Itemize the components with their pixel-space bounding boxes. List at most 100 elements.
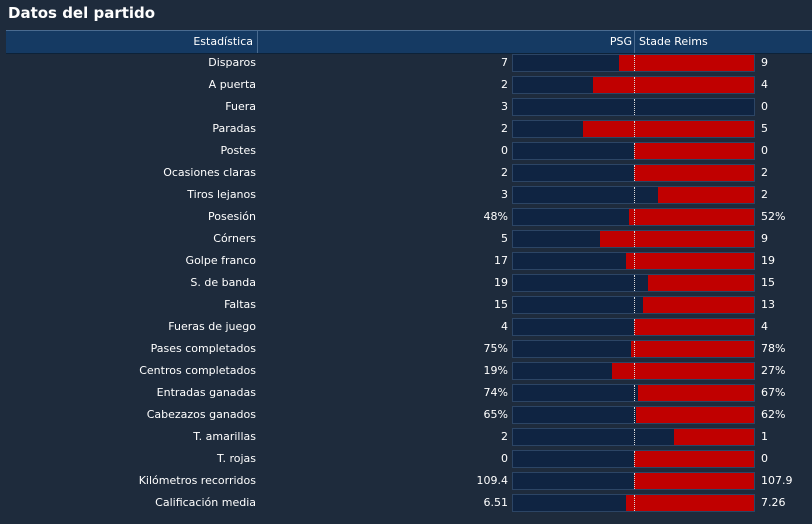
stat-row: Faltas 15 13: [0, 294, 812, 316]
bar-center-line: [634, 165, 635, 181]
bar-center-line: [634, 143, 635, 159]
bar-center-line: [634, 297, 635, 313]
home-value: 48%: [483, 210, 508, 223]
bar-center-line: [634, 77, 635, 93]
stat-name: Cabezazos ganados: [146, 408, 256, 421]
away-bar-fill: [599, 231, 754, 247]
comparison-bar: [512, 428, 755, 446]
away-bar-fill: [674, 429, 754, 445]
away-value: 0: [761, 452, 768, 465]
home-value: 2: [501, 122, 508, 135]
stat-name: Postes: [220, 144, 256, 157]
away-bar-fill: [633, 143, 754, 159]
bar-center-line: [634, 209, 635, 225]
column-header-statistic[interactable]: Estadística: [6, 31, 258, 53]
column-header-away-team[interactable]: Stade Reims: [639, 35, 708, 48]
bar-center-line: [634, 55, 635, 71]
stat-name: Entradas ganadas: [156, 386, 256, 399]
away-value: 78%: [761, 342, 786, 355]
stat-name: Pases completados: [150, 342, 256, 355]
bar-center-line: [634, 407, 635, 423]
stat-row: T. rojas 0 0: [0, 448, 812, 470]
away-value: 1: [761, 430, 768, 443]
away-value: 9: [761, 232, 768, 245]
away-bar-fill: [638, 385, 754, 401]
comparison-bar: [512, 98, 755, 116]
stat-row: Fuera 3 0: [0, 96, 812, 118]
stat-name: Tiros lejanos: [187, 188, 256, 201]
home-value: 75%: [483, 342, 508, 355]
away-bar-fill: [643, 297, 754, 313]
home-value: 19%: [483, 364, 508, 377]
comparison-bar: [512, 230, 755, 248]
away-value: 27%: [761, 364, 786, 377]
comparison-bar: [512, 54, 755, 72]
stat-name: Faltas: [224, 298, 256, 311]
stat-row: Entradas ganadas 74% 67%: [0, 382, 812, 404]
stat-name: Kilómetros recorridos: [138, 474, 256, 487]
away-bar-fill: [635, 407, 754, 423]
comparison-bar: [512, 340, 755, 358]
away-bar-fill: [633, 451, 754, 467]
home-value: 19: [494, 276, 508, 289]
home-value: 5: [501, 232, 508, 245]
stat-row: Ocasiones claras 2 2: [0, 162, 812, 184]
column-header-home-team[interactable]: PSG: [609, 35, 632, 48]
away-bar-fill: [619, 55, 754, 71]
stat-name: Posesión: [208, 210, 256, 223]
comparison-bar: [512, 120, 755, 138]
bar-center-line: [634, 495, 635, 511]
stat-name: Ocasiones claras: [163, 166, 256, 179]
stat-name: Calificación media: [155, 496, 256, 509]
comparison-bar: [512, 208, 755, 226]
home-value: 2: [501, 430, 508, 443]
bar-center-line: [634, 121, 635, 137]
comparison-bar: [512, 164, 755, 182]
home-value: 0: [501, 144, 508, 157]
home-value: 2: [501, 166, 508, 179]
away-bar-fill: [626, 253, 754, 269]
stat-row: Córners 5 9: [0, 228, 812, 250]
stat-name: S. de banda: [190, 276, 256, 289]
home-value: 0: [501, 452, 508, 465]
home-value: 109.4: [476, 474, 509, 487]
stat-name: Disparos: [208, 56, 256, 69]
stat-row: Posesión 48% 52%: [0, 206, 812, 228]
bar-center-line: [634, 385, 635, 401]
home-value: 15: [494, 298, 508, 311]
bar-center-line: [634, 275, 635, 291]
bar-center-line: [634, 231, 635, 247]
header-divider: [634, 31, 635, 53]
stat-name: Córners: [213, 232, 256, 245]
stat-row: A puerta 2 4: [0, 74, 812, 96]
away-bar-fill: [626, 495, 754, 511]
comparison-bar: [512, 76, 755, 94]
stat-row: Centros completados 19% 27%: [0, 360, 812, 382]
home-value: 4: [501, 320, 508, 333]
stat-name: T. amarillas: [193, 430, 256, 443]
home-value: 17: [494, 254, 508, 267]
away-value: 107.9: [761, 474, 793, 487]
away-value: 2: [761, 188, 768, 201]
home-value: 3: [501, 188, 508, 201]
stat-row: Kilómetros recorridos 109.4 107.9: [0, 470, 812, 492]
away-value: 67%: [761, 386, 786, 399]
away-value: 62%: [761, 408, 786, 421]
away-value: 52%: [761, 210, 786, 223]
stat-row: Postes 0 0: [0, 140, 812, 162]
away-value: 9: [761, 56, 768, 69]
bar-center-line: [634, 341, 635, 357]
home-value: 7: [501, 56, 508, 69]
away-value: 15: [761, 276, 775, 289]
comparison-bar: [512, 318, 755, 336]
away-bar-fill: [657, 187, 754, 203]
away-value: 4: [761, 320, 768, 333]
away-value: 4: [761, 78, 768, 91]
bar-center-line: [634, 473, 635, 489]
stat-name: Fuera: [225, 100, 256, 113]
stat-row: Tiros lejanos 3 2: [0, 184, 812, 206]
stat-row: Paradas 2 5: [0, 118, 812, 140]
comparison-bar: [512, 274, 755, 292]
stat-name: A puerta: [208, 78, 256, 91]
bar-center-line: [634, 99, 635, 115]
